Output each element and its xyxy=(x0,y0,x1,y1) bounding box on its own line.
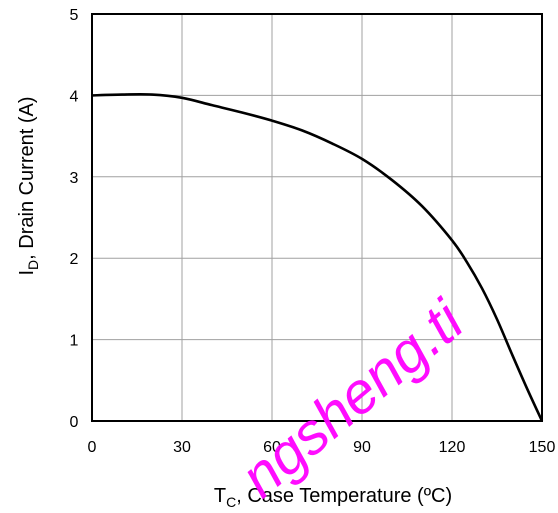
y-axis-title-main: I xyxy=(16,270,38,276)
grid xyxy=(91,13,543,422)
y-tick-label: 5 xyxy=(70,7,79,24)
x-axis-title-rest: , Case Temperature (ºC) xyxy=(236,485,452,507)
x-tick-label: 0 xyxy=(88,439,97,456)
x-tick-label: 90 xyxy=(353,439,371,456)
y-tick-label: 3 xyxy=(70,170,79,187)
drain-current-curve xyxy=(91,93,544,422)
x-tick-label: 60 xyxy=(263,439,281,456)
x-axis-title: TC, Case Temperature (ºC) xyxy=(214,485,452,510)
y-tick-label: 1 xyxy=(70,333,79,350)
y-tick-label: 0 xyxy=(70,414,79,431)
y-tick-label: 4 xyxy=(70,88,79,105)
x-axis-title-main: T xyxy=(214,485,226,507)
x-tick-label: 30 xyxy=(173,439,191,456)
x-tick-labels: 0 30 60 90 120 150 xyxy=(88,439,556,456)
y-axis-title-sub: D xyxy=(25,260,41,270)
y-tick-label: 2 xyxy=(70,251,79,268)
y-axis-title-rest: , Drain Current (A) xyxy=(16,96,38,259)
y-axis-title: ID, Drain Current (A) xyxy=(16,96,41,275)
x-tick-label: 150 xyxy=(529,439,556,456)
x-tick-label: 120 xyxy=(439,439,466,456)
series-layer xyxy=(91,93,544,422)
y-tick-labels: 0 1 2 3 4 5 xyxy=(70,7,79,431)
x-axis-title-sub: C xyxy=(226,494,236,510)
plot-frame xyxy=(91,13,543,422)
watermark: ngsheng.ti xyxy=(229,287,477,510)
